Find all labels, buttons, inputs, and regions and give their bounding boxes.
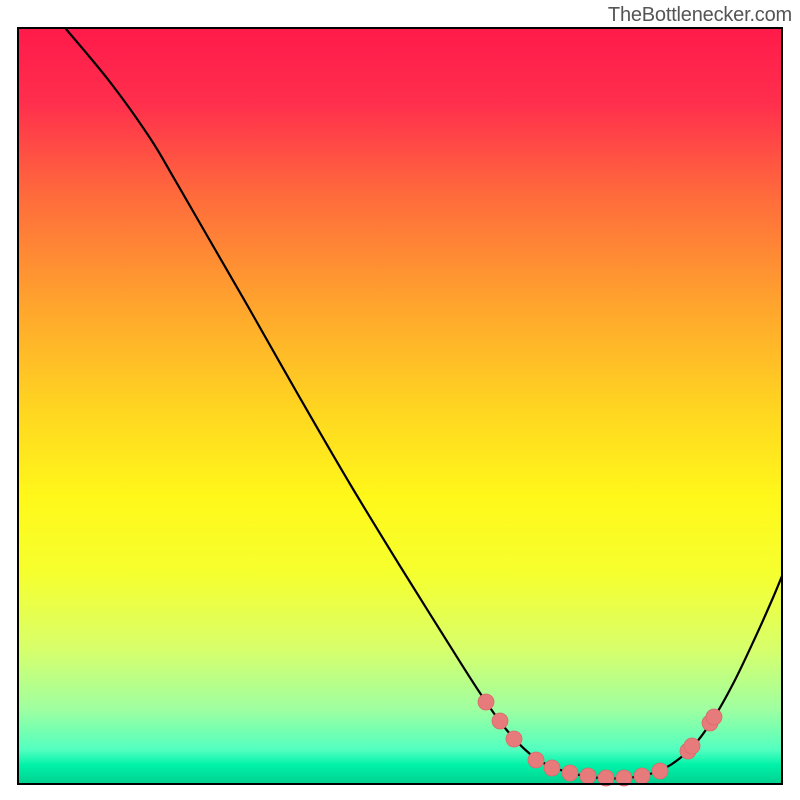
marker-point — [580, 768, 596, 784]
marker-point — [528, 752, 544, 768]
chart-container: TheBottlenecker.com — [0, 0, 800, 800]
marker-point — [562, 765, 578, 781]
marker-point — [706, 709, 722, 725]
marker-point — [684, 738, 700, 754]
marker-point — [634, 768, 650, 784]
marker-point — [652, 763, 668, 779]
marker-point — [544, 760, 560, 776]
watermark-text: TheBottlenecker.com — [608, 4, 792, 27]
chart-svg — [0, 0, 800, 800]
marker-point — [478, 694, 494, 710]
marker-point — [506, 731, 522, 747]
gradient-background — [18, 28, 782, 784]
marker-point — [492, 713, 508, 729]
